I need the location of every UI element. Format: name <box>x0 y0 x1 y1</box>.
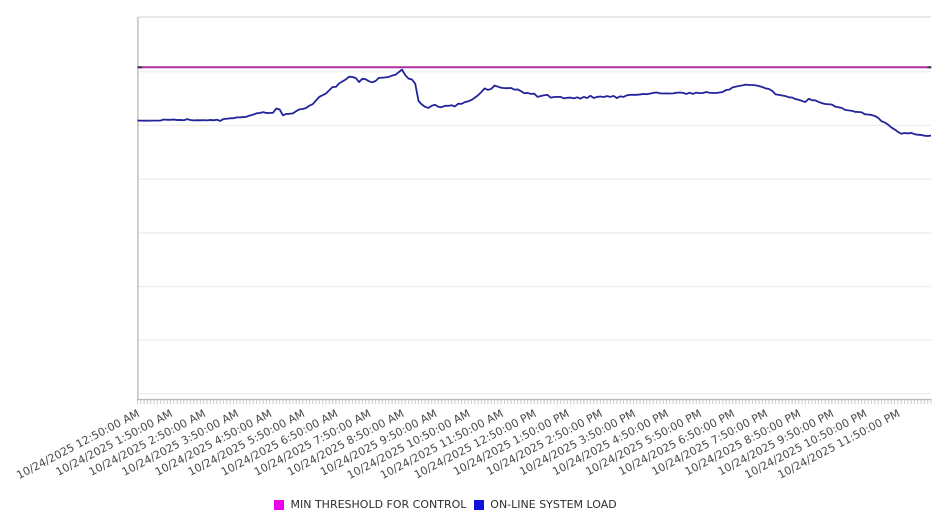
load-line <box>137 68 932 137</box>
load-legend-label: ON-LINE SYSTEM LOAD <box>490 498 617 511</box>
legend-item-threshold: MIN THRESHOLD FOR CONTROL <box>274 498 466 511</box>
legend-item-load: ON-LINE SYSTEM LOAD <box>473 498 617 511</box>
load-legend-swatch <box>473 499 484 510</box>
x-axis-minor-ticks <box>137 400 932 404</box>
threshold-legend-label: MIN THRESHOLD FOR CONTROL <box>290 498 467 511</box>
threshold-legend-swatch <box>274 499 284 510</box>
chart-legend: MIN THRESHOLD FOR CONTROL ON-LINE SYSTEM… <box>274 498 617 511</box>
axes <box>136 17 932 401</box>
series-lines <box>137 66 932 137</box>
gridlines <box>138 16 931 395</box>
